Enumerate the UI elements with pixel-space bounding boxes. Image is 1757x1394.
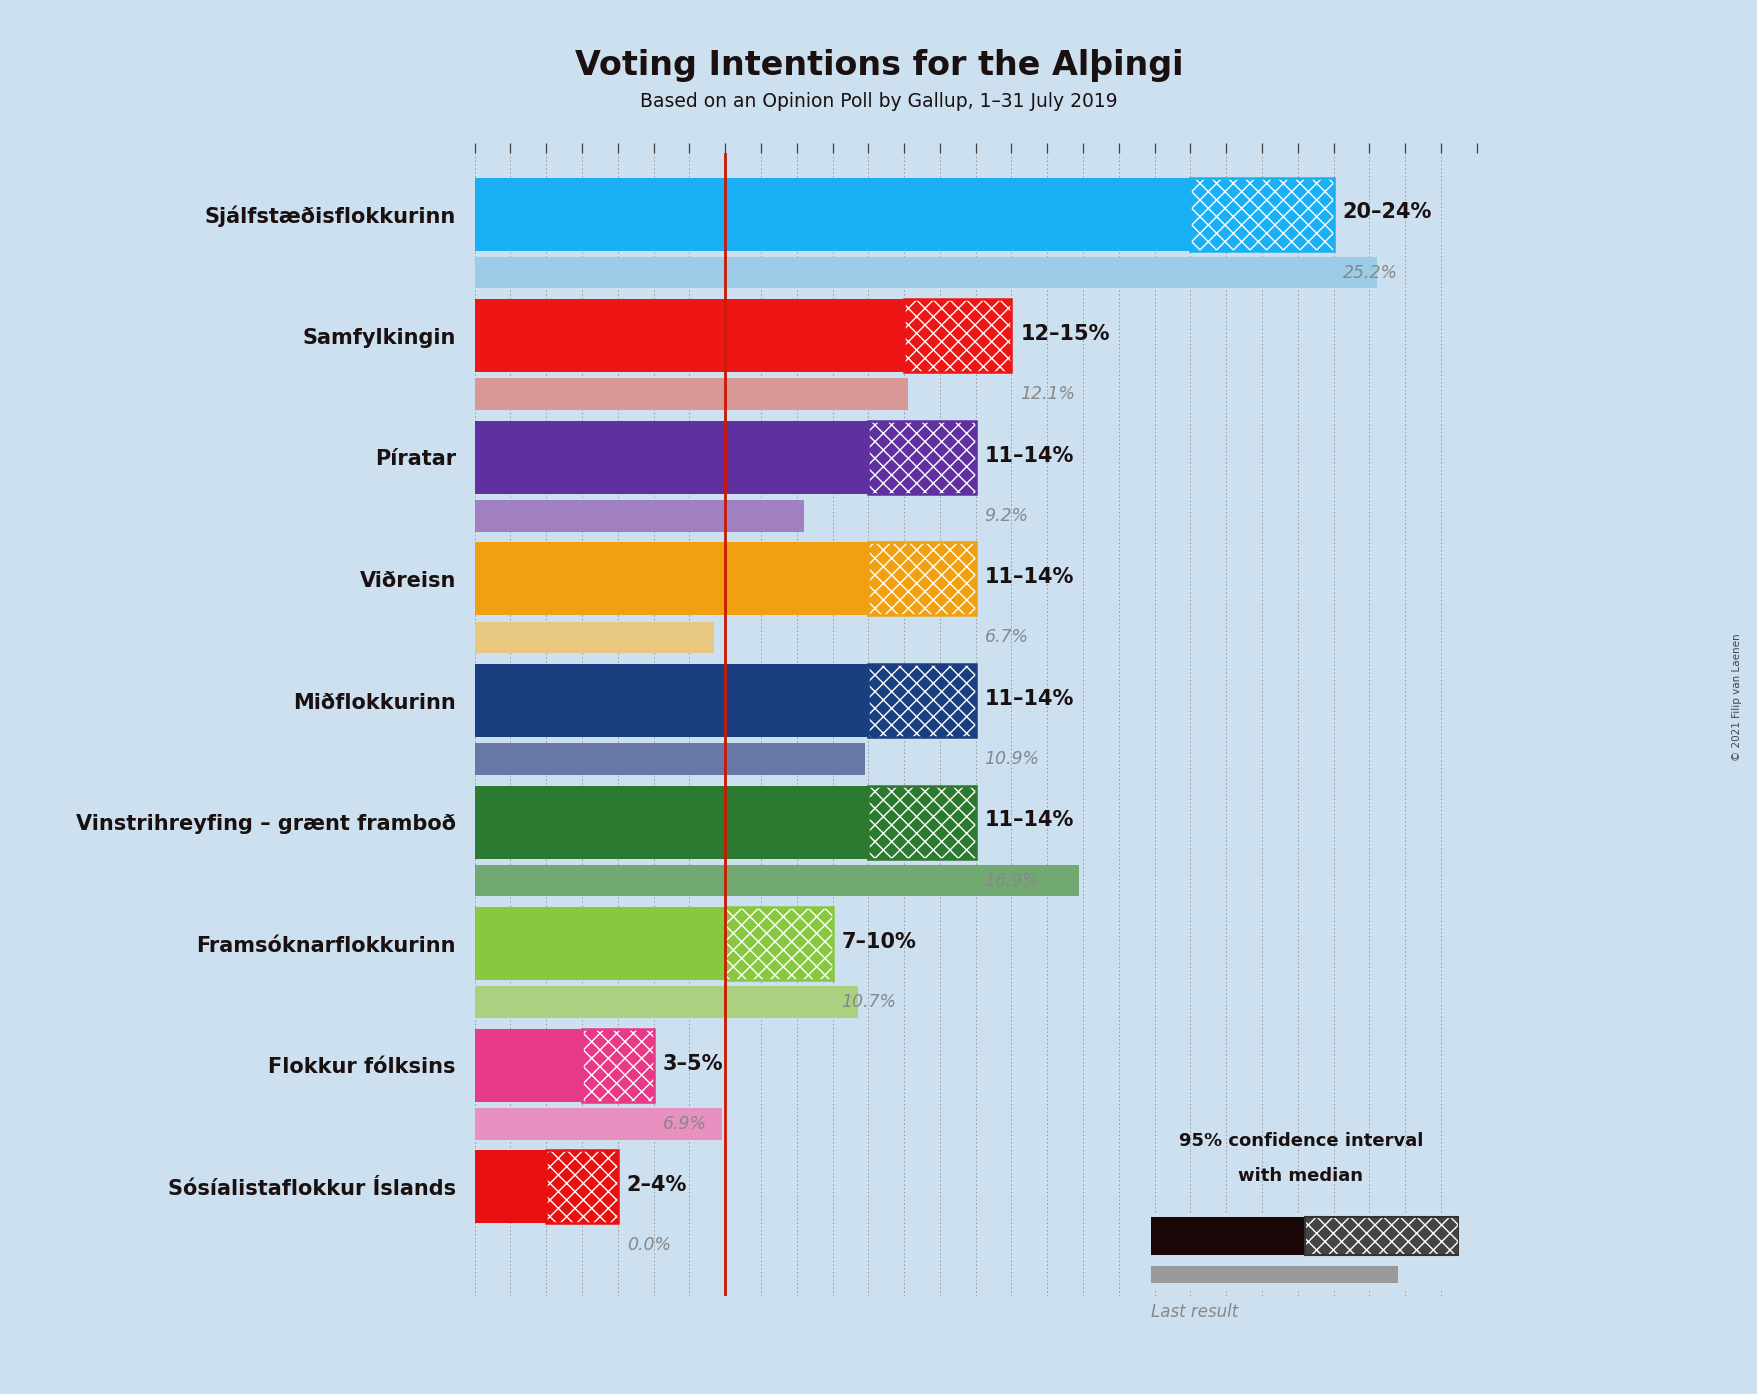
Text: 95% confidence interval: 95% confidence interval (1177, 1132, 1423, 1150)
Text: Voting Intentions for the Alþingi: Voting Intentions for the Alþingi (575, 49, 1182, 82)
Bar (868, 421, 975, 493)
Bar (868, 664, 975, 737)
Text: © 2021 Filip van Laenen: © 2021 Filip van Laenen (1731, 633, 1741, 761)
Text: 16.9%: 16.9% (984, 871, 1038, 889)
Bar (474, 907, 726, 980)
Text: 9.2%: 9.2% (984, 507, 1028, 524)
Bar (546, 1150, 617, 1224)
Text: 11–14%: 11–14% (984, 689, 1074, 708)
Bar (474, 864, 1079, 896)
Text: 0.0%: 0.0% (627, 1236, 671, 1255)
Text: 6.9%: 6.9% (662, 1115, 706, 1133)
Bar (474, 1029, 582, 1101)
Bar (868, 542, 975, 615)
Bar (582, 1029, 654, 1101)
Bar (868, 421, 975, 493)
Text: Last result: Last result (1151, 1303, 1239, 1322)
Text: 20–24%: 20–24% (1342, 202, 1430, 222)
Bar (474, 256, 1376, 289)
Bar (868, 786, 975, 859)
Text: 7–10%: 7–10% (842, 933, 915, 952)
Text: 12–15%: 12–15% (1019, 323, 1109, 344)
Bar (474, 664, 868, 737)
Bar (474, 177, 1189, 251)
Text: 10.7%: 10.7% (842, 993, 896, 1011)
Bar (1189, 177, 1334, 251)
Bar (474, 743, 864, 775)
Bar (903, 300, 1010, 372)
Bar (474, 786, 868, 859)
Bar (474, 1108, 720, 1139)
Bar (726, 907, 833, 980)
Text: 11–14%: 11–14% (984, 810, 1074, 831)
Text: 12.1%: 12.1% (1019, 385, 1075, 403)
Bar (1151, 1266, 1397, 1282)
Bar (1189, 177, 1334, 251)
Text: 25.2%: 25.2% (1342, 263, 1397, 282)
Bar (582, 1029, 654, 1101)
Bar (474, 1150, 546, 1224)
Bar (868, 542, 975, 615)
Bar (868, 786, 975, 859)
Bar (474, 378, 907, 410)
Bar (1151, 1217, 1305, 1255)
Text: 3–5%: 3–5% (662, 1054, 722, 1073)
Bar (474, 421, 868, 493)
Bar (1305, 1217, 1458, 1255)
Text: 6.7%: 6.7% (984, 629, 1028, 647)
Bar (1305, 1217, 1458, 1255)
Bar (726, 907, 833, 980)
Text: 2–4%: 2–4% (627, 1175, 687, 1195)
Bar (474, 300, 903, 372)
Bar (868, 664, 975, 737)
Bar (903, 300, 1010, 372)
Bar (474, 542, 868, 615)
Bar (474, 500, 803, 531)
Bar (474, 987, 857, 1018)
Text: 11–14%: 11–14% (984, 446, 1074, 466)
Text: 11–14%: 11–14% (984, 567, 1074, 587)
Text: Based on an Opinion Poll by Gallup, 1–31 July 2019: Based on an Opinion Poll by Gallup, 1–31… (640, 92, 1117, 112)
Text: 10.9%: 10.9% (984, 750, 1038, 768)
Text: with median: with median (1237, 1167, 1363, 1185)
Bar (546, 1150, 617, 1224)
Bar (474, 622, 713, 654)
